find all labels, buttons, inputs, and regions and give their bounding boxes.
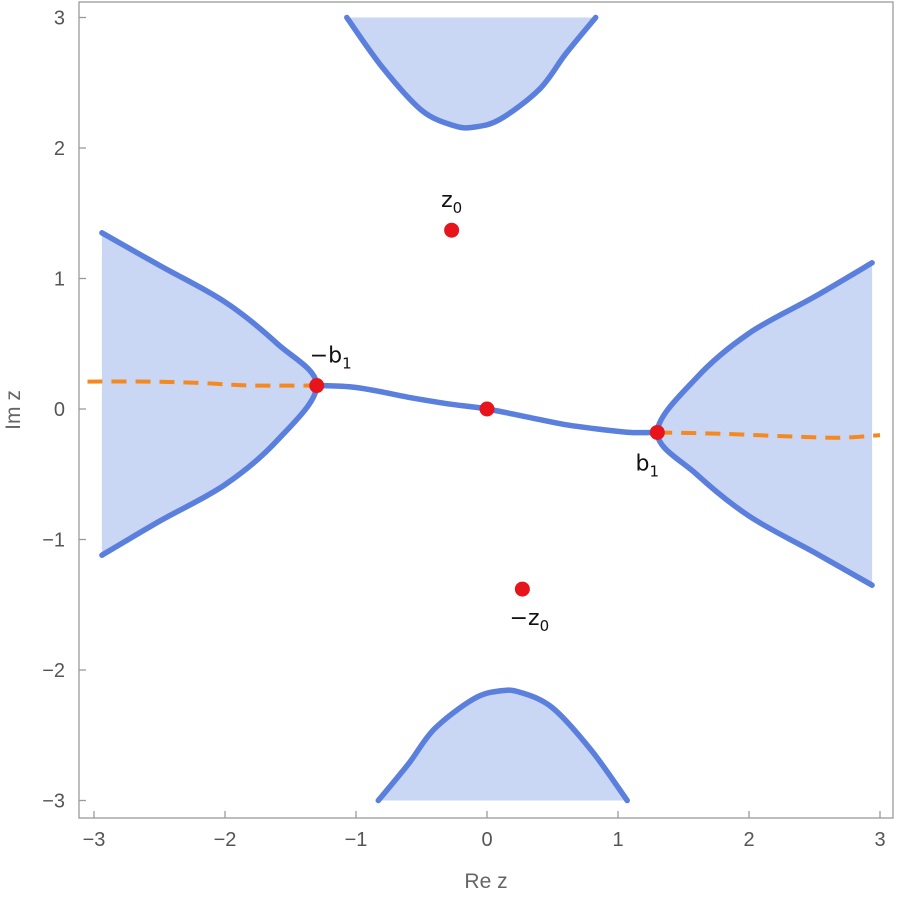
x-tick-label: 3 bbox=[874, 829, 885, 851]
region-bottom-fill bbox=[378, 690, 628, 801]
x-tick-label: −1 bbox=[345, 829, 368, 851]
point-label-0: z0 bbox=[441, 188, 462, 217]
point-marker-2 bbox=[309, 378, 325, 394]
region-top-boundary bbox=[344, 14, 599, 131]
x-tick-label: 1 bbox=[612, 829, 623, 851]
x-tick-label: 2 bbox=[743, 829, 754, 851]
x-tick-label: −2 bbox=[214, 829, 237, 851]
x-tick-label: 0 bbox=[481, 829, 492, 851]
region-top-fill bbox=[346, 17, 596, 128]
y-tick-label: −2 bbox=[42, 660, 65, 682]
region-bottom-boundary bbox=[375, 687, 630, 804]
region-left-fill bbox=[101, 232, 317, 556]
point-marker-4 bbox=[479, 401, 495, 417]
point-label-1: −z0 bbox=[510, 606, 550, 635]
marked-points: z0 −z0 −b1 b1 bbox=[309, 188, 665, 635]
y-tick-label: 3 bbox=[54, 8, 65, 30]
point-label-3: b1 bbox=[636, 451, 660, 480]
y-axis-label: Im z bbox=[2, 390, 25, 430]
branch-cut-right bbox=[657, 430, 881, 440]
y-tick-label: 2 bbox=[54, 138, 65, 160]
point-label-2: −b1 bbox=[310, 344, 352, 373]
y-tick-label: 1 bbox=[54, 269, 65, 291]
y-tick-label: −1 bbox=[42, 530, 65, 552]
axis-ticks: −3 −2 −1 0 1 2 3 −3 −2 −1 0 1 2 3 bbox=[42, 8, 885, 852]
plot-frame bbox=[78, 1, 894, 819]
shaded-regions bbox=[101, 17, 873, 801]
x-axis-label: Re z bbox=[464, 870, 507, 893]
y-tick-label: 0 bbox=[54, 399, 65, 421]
y-tick-label: −3 bbox=[42, 791, 65, 813]
point-marker-1 bbox=[514, 581, 530, 597]
region-right-fill bbox=[657, 262, 873, 586]
point-marker-0 bbox=[444, 222, 460, 238]
point-marker-3 bbox=[649, 424, 665, 440]
x-tick-label: −3 bbox=[83, 829, 106, 851]
